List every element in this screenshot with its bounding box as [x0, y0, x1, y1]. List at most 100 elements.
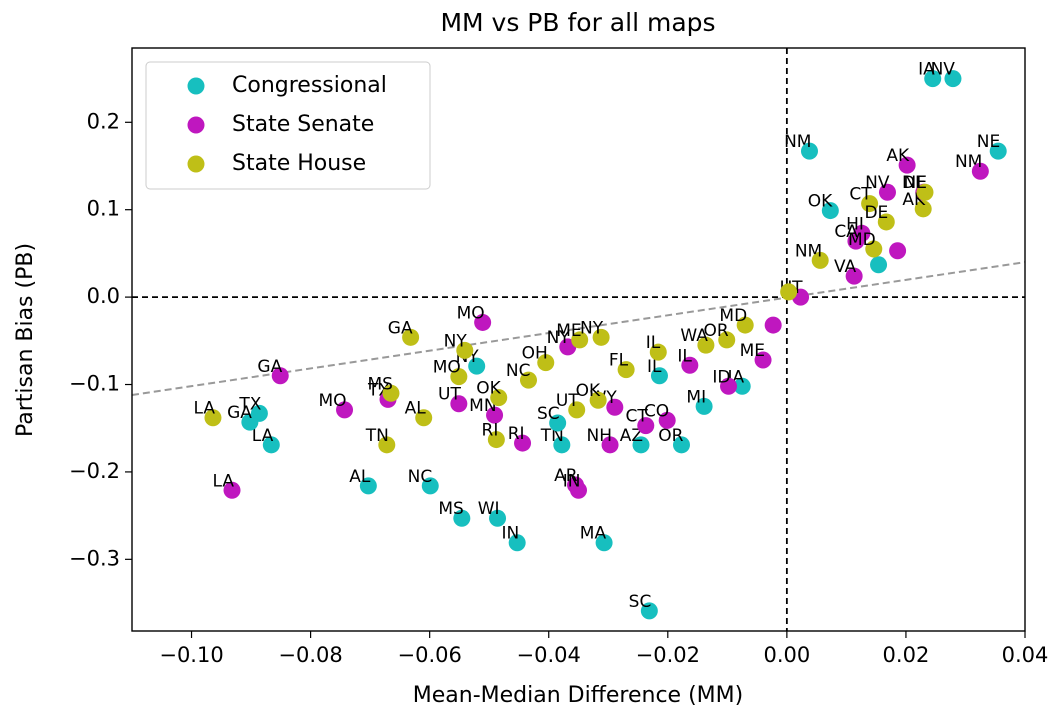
point-label: MA: [580, 524, 607, 544]
x-tick-label: −0.10: [159, 643, 223, 667]
legend-label: Congressional: [232, 73, 387, 98]
plot-frame: [131, 47, 1026, 632]
legend-marker: [187, 77, 205, 95]
point: [592, 328, 610, 346]
point-label: IL: [646, 333, 661, 353]
point-label: FL: [609, 351, 629, 371]
point-label: MO: [457, 303, 485, 323]
point: [241, 413, 259, 431]
point: [640, 602, 658, 620]
point-label: MO: [433, 358, 461, 378]
point: [764, 316, 782, 334]
y-axis-label: Partisan Bias (PB): [13, 243, 38, 437]
point: [800, 142, 818, 160]
point: [847, 232, 865, 250]
point: [720, 377, 738, 395]
point-label: LA: [213, 471, 235, 491]
point-label: HI: [846, 214, 864, 234]
point-label: UT: [438, 385, 461, 405]
point-label: UT: [556, 391, 579, 411]
point-label: IA: [918, 60, 935, 80]
point-label: MO: [318, 391, 346, 411]
point-label: RI: [508, 424, 525, 444]
point-label: RI: [482, 421, 499, 441]
point: [568, 401, 586, 419]
point: [916, 183, 934, 201]
point-label: MD: [719, 306, 747, 326]
point-label: ME: [556, 321, 581, 341]
point-label: NM: [955, 152, 982, 172]
point: [637, 417, 655, 435]
point: [821, 202, 839, 220]
point-label: DE: [864, 203, 888, 223]
point: [474, 313, 492, 331]
point-label: SC: [629, 592, 652, 612]
point-label: WI: [478, 499, 500, 519]
x-tick-label: −0.04: [517, 643, 581, 667]
point-label: NV: [931, 60, 956, 80]
point: [861, 195, 879, 213]
point-label: MS: [368, 374, 393, 394]
point: [262, 436, 280, 454]
point: [487, 431, 505, 449]
point-label: NM: [784, 132, 811, 152]
x-tick-label: −0.06: [397, 643, 461, 667]
point: [223, 481, 241, 499]
point: [780, 283, 798, 301]
point: [601, 436, 619, 454]
point-label: ME: [740, 341, 765, 361]
y-tick-label: −0.2: [69, 459, 120, 483]
point: [989, 142, 1007, 160]
point: [450, 368, 468, 386]
point: [456, 341, 474, 359]
x-tick-label: 0.00: [763, 643, 810, 667]
point-label: AZ: [620, 426, 643, 446]
point-label: ID: [712, 367, 730, 387]
point: [378, 436, 396, 454]
point-label: GA: [388, 318, 413, 338]
point-label: NE: [977, 132, 1000, 152]
point-label: OK: [808, 192, 833, 212]
point: [421, 477, 439, 495]
point: [754, 351, 772, 369]
point-label: NC: [408, 467, 433, 487]
legend-label: State Senate: [232, 112, 374, 137]
y-tick-label: 0.2: [87, 109, 120, 133]
point-label: GA: [257, 357, 282, 377]
chart-title: MM vs PB for all maps: [440, 8, 715, 37]
point: [553, 436, 571, 454]
point-label: OR: [704, 321, 729, 341]
y-tick-label: −0.1: [69, 372, 120, 396]
point: [681, 356, 699, 374]
point: [736, 316, 754, 334]
y-tick-label: 0.0: [87, 284, 120, 308]
point: [336, 401, 354, 419]
point: [606, 398, 624, 416]
point: [914, 200, 932, 218]
point-label: SC: [537, 404, 560, 424]
point-label: MN: [469, 396, 496, 416]
point: [944, 70, 962, 88]
point-label: AR: [554, 466, 578, 486]
point-label: MD: [848, 230, 876, 250]
point-label: LA: [193, 399, 215, 419]
legend-marker: [187, 116, 205, 134]
point: [695, 397, 713, 415]
point-label: NH: [587, 426, 613, 446]
point-label: OK: [576, 381, 601, 401]
point-label: CO: [644, 401, 669, 421]
point-label: AL: [349, 467, 371, 487]
point-label: IL: [647, 357, 662, 377]
point: [870, 256, 888, 274]
point: [672, 436, 690, 454]
point: [468, 357, 486, 375]
point: [402, 328, 420, 346]
point: [589, 391, 607, 409]
fit-line: [131, 261, 1026, 396]
point: [204, 409, 222, 427]
point: [489, 509, 507, 527]
point: [898, 156, 916, 174]
legend-marker: [187, 155, 205, 173]
point-label: CA: [834, 222, 858, 242]
